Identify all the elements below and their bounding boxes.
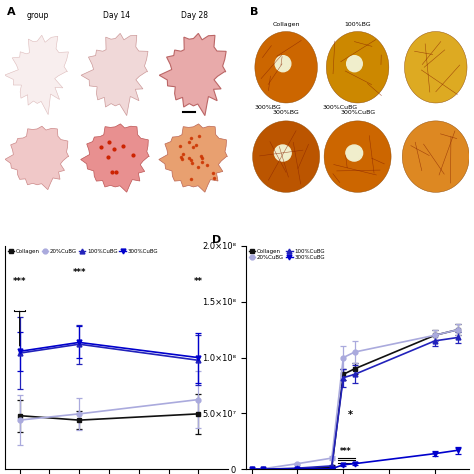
Text: Day 28: Day 28 <box>181 11 208 20</box>
Text: Collagen: Collagen <box>273 22 300 27</box>
Ellipse shape <box>346 55 362 72</box>
Text: ***: *** <box>13 277 27 286</box>
Legend: Collagen, 20%CuBG, 100%CuBG, 300%CuBG: Collagen, 20%CuBG, 100%CuBG, 300%CuBG <box>8 249 158 254</box>
Polygon shape <box>255 32 318 103</box>
Text: 300%CuBG: 300%CuBG <box>340 110 375 115</box>
Text: 300%BG: 300%BG <box>255 105 282 109</box>
Text: **: ** <box>194 277 203 286</box>
Polygon shape <box>404 32 467 103</box>
Text: B: B <box>250 7 259 17</box>
Text: 300%BG: 300%BG <box>273 110 300 115</box>
Text: group: group <box>27 11 49 20</box>
Ellipse shape <box>346 145 363 161</box>
Text: *: * <box>347 410 353 420</box>
Ellipse shape <box>275 55 291 72</box>
Polygon shape <box>253 121 319 192</box>
Polygon shape <box>159 124 228 192</box>
Polygon shape <box>5 126 69 190</box>
Text: ***: *** <box>73 268 86 277</box>
Polygon shape <box>159 33 226 116</box>
Text: D: D <box>212 235 222 245</box>
Polygon shape <box>402 121 469 192</box>
Text: 300%CuBG: 300%CuBG <box>322 105 357 109</box>
Text: 100%BG: 100%BG <box>344 22 371 27</box>
Legend: Collagen, 20%CuBG, 100%CuBG, 300%CuBG: Collagen, 20%CuBG, 100%CuBG, 300%CuBG <box>249 249 325 260</box>
Ellipse shape <box>274 145 291 161</box>
Polygon shape <box>326 32 389 103</box>
Text: Day 14: Day 14 <box>103 11 130 20</box>
Text: ***: *** <box>340 447 351 456</box>
Polygon shape <box>324 121 391 192</box>
Polygon shape <box>81 124 149 192</box>
Polygon shape <box>81 33 148 116</box>
Text: A: A <box>7 7 16 17</box>
Polygon shape <box>4 35 68 115</box>
